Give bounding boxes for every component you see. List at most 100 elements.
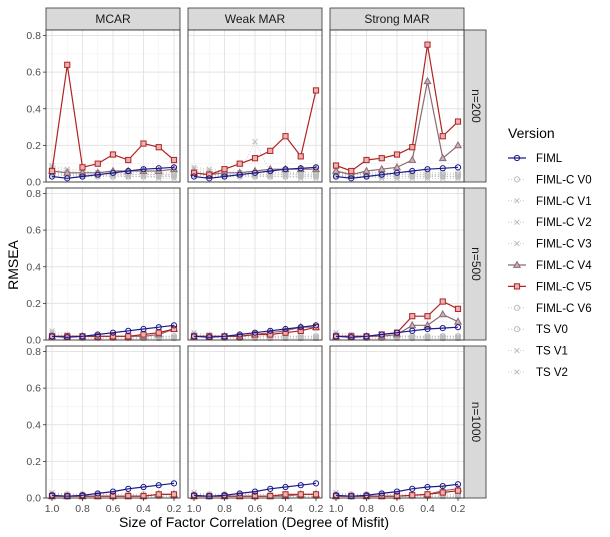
point-fiml-c-v4 xyxy=(139,166,148,174)
point-fiml xyxy=(94,331,101,338)
point-fiml-c-v5 xyxy=(297,327,304,334)
point-fiml xyxy=(109,488,117,495)
point-fiml-c-v5 xyxy=(170,491,178,498)
x-tick-label: 0.4 xyxy=(136,503,151,515)
point-fiml-c-v5 xyxy=(363,156,370,164)
point-fiml xyxy=(251,329,259,336)
legend-label-fiml-c-v2: FIML-C V2 xyxy=(536,217,592,229)
legend: Version FIML FIML-C V0 FIML-C V1 FIML-C V2 F… xyxy=(508,125,592,379)
point-fiml-c-v5 xyxy=(140,331,147,338)
panel-border xyxy=(329,29,465,183)
legend-label-ts-v0: TS V0 xyxy=(536,324,568,336)
strip-label-strong-mar: Strong MAR xyxy=(364,12,430,26)
x-tick-label: 0.4 xyxy=(420,503,435,515)
legend-label-fiml-c-v3: FIML-C V3 xyxy=(536,239,592,251)
strip-n-200: n=200 xyxy=(463,29,487,183)
point-fiml xyxy=(48,333,56,340)
y-tick-label: 0.0 xyxy=(26,177,41,189)
point-fiml xyxy=(170,480,178,487)
point-fiml-c-v5 xyxy=(221,166,228,173)
point-fiml-c-v0 xyxy=(424,169,431,176)
point-fiml xyxy=(155,482,162,489)
panel-strong-mar-n-1000 xyxy=(329,345,465,500)
strip-label-mcar: MCAR xyxy=(95,12,131,26)
x-tick-label: 0.6 xyxy=(248,503,263,515)
point-fiml xyxy=(348,175,355,182)
series-line-fiml xyxy=(335,166,459,179)
point-ts-v0 xyxy=(297,335,304,342)
point-fiml-c-v5 xyxy=(48,167,56,175)
point-fiml-c-v5 xyxy=(125,333,132,340)
point-fiml-c-v4 xyxy=(78,168,87,176)
legend-label-fiml-c-v5: FIML-C V5 xyxy=(536,281,592,293)
point-fiml xyxy=(393,329,401,336)
point-fiml xyxy=(378,331,385,338)
point-fiml xyxy=(454,164,462,171)
legend-item-fiml-c-v0: FIML-C V0 xyxy=(508,174,592,186)
point-fiml xyxy=(424,325,431,333)
point-fiml xyxy=(125,167,132,175)
series-fiml xyxy=(48,480,178,500)
legend-item-fiml-c-v5: FIML-C V5 xyxy=(508,281,592,293)
legend-item-fiml-c-v4: FIML-C V4 xyxy=(508,260,592,272)
legend-item-fiml-c-v1: FIML-C V1 xyxy=(508,196,592,208)
point-fiml-c-v4 xyxy=(512,260,522,268)
point-ts-v0 xyxy=(439,173,446,180)
point-fiml xyxy=(79,173,86,180)
point-fiml xyxy=(140,325,147,333)
point-fiml xyxy=(170,322,178,329)
legend-label-fiml-c-v4: FIML-C V4 xyxy=(536,260,592,272)
strip-strong-mar: Strong MAR xyxy=(329,7,465,31)
point-fiml xyxy=(125,485,132,492)
point-fiml xyxy=(267,327,274,334)
series-line-fiml xyxy=(51,482,175,497)
legend-title: Version xyxy=(508,125,555,141)
point-fiml-c-v5 xyxy=(236,333,243,340)
point-fiml-c-v6 xyxy=(454,171,462,178)
y-tick-label: 0.6 xyxy=(26,383,41,395)
point-fiml xyxy=(297,165,304,172)
series-line-fiml xyxy=(51,166,175,179)
y-tick-label: 0.0 xyxy=(26,493,41,505)
point-fiml xyxy=(206,493,213,500)
strip-n-1000: n=1000 xyxy=(463,345,487,499)
strip-n-500: n=500 xyxy=(463,187,487,341)
legend-label-fiml: FIML xyxy=(536,153,563,165)
point-fiml xyxy=(297,482,304,489)
point-fiml-c-v5 xyxy=(297,153,304,160)
point-fiml xyxy=(221,173,228,180)
series-fiml xyxy=(48,322,178,341)
point-fiml xyxy=(363,173,370,180)
point-fiml xyxy=(363,333,370,340)
panel-weak-mar-n-500 xyxy=(187,187,323,342)
series-fiml xyxy=(48,164,178,182)
point-fiml-c-v5 xyxy=(348,167,355,175)
y-tick-label: 0.4 xyxy=(26,103,41,115)
point-fiml-c-v4 xyxy=(423,320,432,329)
point-fiml-c-v5 xyxy=(190,169,198,176)
point-fiml xyxy=(267,167,274,175)
point-fiml xyxy=(312,480,320,487)
point-ts-v0 xyxy=(513,326,521,333)
point-fiml xyxy=(236,331,243,338)
strip-label-n-1000: n=1000 xyxy=(469,402,483,443)
series-fiml xyxy=(332,481,462,500)
point-fiml xyxy=(297,324,304,331)
point-fiml-c-v6 xyxy=(439,171,446,178)
point-fiml-c-v5 xyxy=(155,329,162,336)
point-fiml-c-v1 xyxy=(514,198,520,204)
x-tick-label: 0.6 xyxy=(390,503,405,515)
point-ts-v2 xyxy=(297,175,304,182)
panel-strong-mar-n-500 xyxy=(329,187,465,342)
point-ts-v2 xyxy=(155,175,162,182)
point-fiml-c-v1 xyxy=(252,138,258,145)
point-fiml-c-v6 xyxy=(409,171,416,178)
point-fiml-c-v0 xyxy=(439,169,446,176)
strip-label-n-500: n=500 xyxy=(469,247,483,281)
point-fiml xyxy=(393,169,401,176)
point-fiml-c-v5 xyxy=(282,491,289,498)
y-axis-title: RMSEA xyxy=(5,239,21,289)
legend-item-fiml-c-v2: FIML-C V2 xyxy=(508,217,592,229)
point-fiml xyxy=(439,324,446,332)
point-fiml-c-v5 xyxy=(439,298,446,305)
